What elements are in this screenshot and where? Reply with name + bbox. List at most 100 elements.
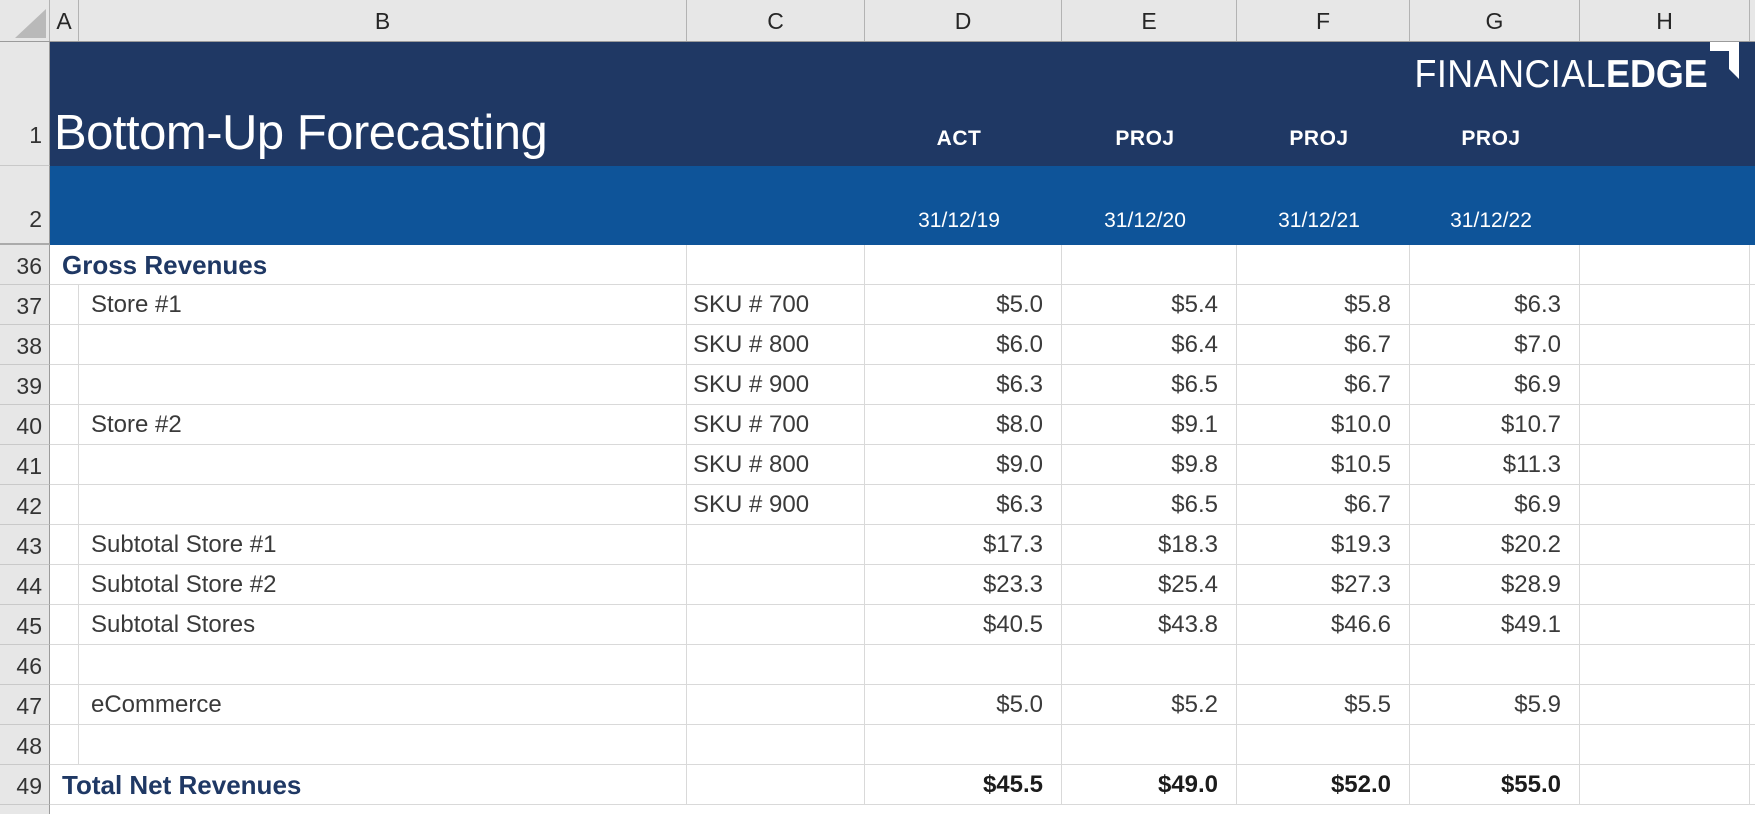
dates-banner-cell[interactable]: 31/12/19 31/12/20 31/12/21 31/12/22 xyxy=(50,166,1755,245)
cell-E38[interactable]: $6.4 xyxy=(1062,325,1237,365)
cell-A41[interactable] xyxy=(50,445,79,485)
cell-F47[interactable]: $5.5 xyxy=(1237,685,1410,725)
cell-A36[interactable] xyxy=(50,245,79,285)
cell-B45[interactable]: Subtotal Stores xyxy=(79,605,687,645)
column-header-h[interactable]: H xyxy=(1580,0,1750,41)
cell-E36[interactable] xyxy=(1062,245,1237,285)
cell-F49[interactable]: $52.0 xyxy=(1237,765,1410,805)
cell-E46[interactable] xyxy=(1062,645,1237,685)
row-header-45[interactable]: 45 xyxy=(0,605,50,645)
cell-D47[interactable]: $5.0 xyxy=(865,685,1062,725)
cell-B37[interactable]: Store #1 xyxy=(79,285,687,325)
cell-C40[interactable]: SKU # 700 xyxy=(687,405,865,445)
cell-H43[interactable] xyxy=(1580,525,1750,565)
row-header-41[interactable]: 41 xyxy=(0,445,50,485)
cell-A40[interactable] xyxy=(50,405,79,445)
cell-A48[interactable] xyxy=(50,725,79,765)
cell-B43[interactable]: Subtotal Store #1 xyxy=(79,525,687,565)
cell-C47[interactable] xyxy=(687,685,865,725)
cell-E48[interactable] xyxy=(1062,725,1237,765)
cell-F44[interactable]: $27.3 xyxy=(1237,565,1410,605)
cell-B47[interactable]: eCommerce xyxy=(79,685,687,725)
cell-D43[interactable]: $17.3 xyxy=(865,525,1062,565)
cell-H47[interactable] xyxy=(1580,685,1750,725)
cell-B39[interactable] xyxy=(79,365,687,405)
row-header-44[interactable]: 44 xyxy=(0,565,50,605)
cell-G36[interactable] xyxy=(1410,245,1580,285)
cell-A46[interactable] xyxy=(50,645,79,685)
cell-A47[interactable] xyxy=(50,685,79,725)
cell-B36[interactable] xyxy=(79,245,687,285)
cell-H49[interactable] xyxy=(1580,765,1750,805)
cell-A43[interactable] xyxy=(50,525,79,565)
cell-H46[interactable] xyxy=(1580,645,1750,685)
cell-H48[interactable] xyxy=(1580,725,1750,765)
column-header-b[interactable]: B xyxy=(79,0,687,41)
cell-H42[interactable] xyxy=(1580,485,1750,525)
cell-C38[interactable]: SKU # 800 xyxy=(687,325,865,365)
cell-C36[interactable] xyxy=(687,245,865,285)
column-header-d[interactable]: D xyxy=(865,0,1062,41)
cell-G41[interactable]: $11.3 xyxy=(1410,445,1580,485)
cell-C39[interactable]: SKU # 900 xyxy=(687,365,865,405)
row-header-1[interactable]: 1 xyxy=(0,42,50,166)
cell-G48[interactable] xyxy=(1410,725,1580,765)
cell-G46[interactable] xyxy=(1410,645,1580,685)
cell-F40[interactable]: $10.0 xyxy=(1237,405,1410,445)
column-header-g[interactable]: G xyxy=(1410,0,1580,41)
cell-D39[interactable]: $6.3 xyxy=(865,365,1062,405)
cell-C44[interactable] xyxy=(687,565,865,605)
cell-A37[interactable] xyxy=(50,285,79,325)
cell-F43[interactable]: $19.3 xyxy=(1237,525,1410,565)
cell-G45[interactable]: $49.1 xyxy=(1410,605,1580,645)
cell-E49[interactable]: $49.0 xyxy=(1062,765,1237,805)
cell-B44[interactable]: Subtotal Store #2 xyxy=(79,565,687,605)
cell-H45[interactable] xyxy=(1580,605,1750,645)
cell-B46[interactable] xyxy=(79,645,687,685)
cell-A45[interactable] xyxy=(50,605,79,645)
cell-A38[interactable] xyxy=(50,325,79,365)
row-header-48[interactable]: 48 xyxy=(0,725,50,765)
cell-F46[interactable] xyxy=(1237,645,1410,685)
cell-A49[interactable] xyxy=(50,765,79,805)
cell-D37[interactable]: $5.0 xyxy=(865,285,1062,325)
row-header-42[interactable]: 42 xyxy=(0,485,50,525)
cell-C46[interactable] xyxy=(687,645,865,685)
cell-F38[interactable]: $6.7 xyxy=(1237,325,1410,365)
cell-B49[interactable] xyxy=(79,765,687,805)
row-header-2[interactable]: 2 xyxy=(0,166,50,245)
row-header-40[interactable]: 40 xyxy=(0,405,50,445)
cell-G47[interactable]: $5.9 xyxy=(1410,685,1580,725)
cell-G38[interactable]: $7.0 xyxy=(1410,325,1580,365)
cell-B40[interactable]: Store #2 xyxy=(79,405,687,445)
cell-B41[interactable] xyxy=(79,445,687,485)
cell-G49[interactable]: $55.0 xyxy=(1410,765,1580,805)
cell-D42[interactable]: $6.3 xyxy=(865,485,1062,525)
cell-A39[interactable] xyxy=(50,365,79,405)
cell-C45[interactable] xyxy=(687,605,865,645)
cell-E47[interactable]: $5.2 xyxy=(1062,685,1237,725)
row-header-39[interactable]: 39 xyxy=(0,365,50,405)
cell-A42[interactable] xyxy=(50,485,79,525)
cell-D40[interactable]: $8.0 xyxy=(865,405,1062,445)
cell-C41[interactable]: SKU # 800 xyxy=(687,445,865,485)
row-header-46[interactable]: 46 xyxy=(0,645,50,685)
cell-C37[interactable]: SKU # 700 xyxy=(687,285,865,325)
cell-A44[interactable] xyxy=(50,565,79,605)
cell-D46[interactable] xyxy=(865,645,1062,685)
cell-F45[interactable]: $46.6 xyxy=(1237,605,1410,645)
row-header-38[interactable]: 38 xyxy=(0,325,50,365)
column-header-a[interactable]: A xyxy=(50,0,79,41)
cell-C49[interactable] xyxy=(687,765,865,805)
cell-E43[interactable]: $18.3 xyxy=(1062,525,1237,565)
cell-D38[interactable]: $6.0 xyxy=(865,325,1062,365)
cell-G39[interactable]: $6.9 xyxy=(1410,365,1580,405)
cell-B38[interactable] xyxy=(79,325,687,365)
cell-E40[interactable]: $9.1 xyxy=(1062,405,1237,445)
cell-E42[interactable]: $6.5 xyxy=(1062,485,1237,525)
cell-H38[interactable] xyxy=(1580,325,1750,365)
cell-D36[interactable] xyxy=(865,245,1062,285)
cell-H41[interactable] xyxy=(1580,445,1750,485)
cell-H39[interactable] xyxy=(1580,365,1750,405)
column-header-c[interactable]: C xyxy=(687,0,865,41)
